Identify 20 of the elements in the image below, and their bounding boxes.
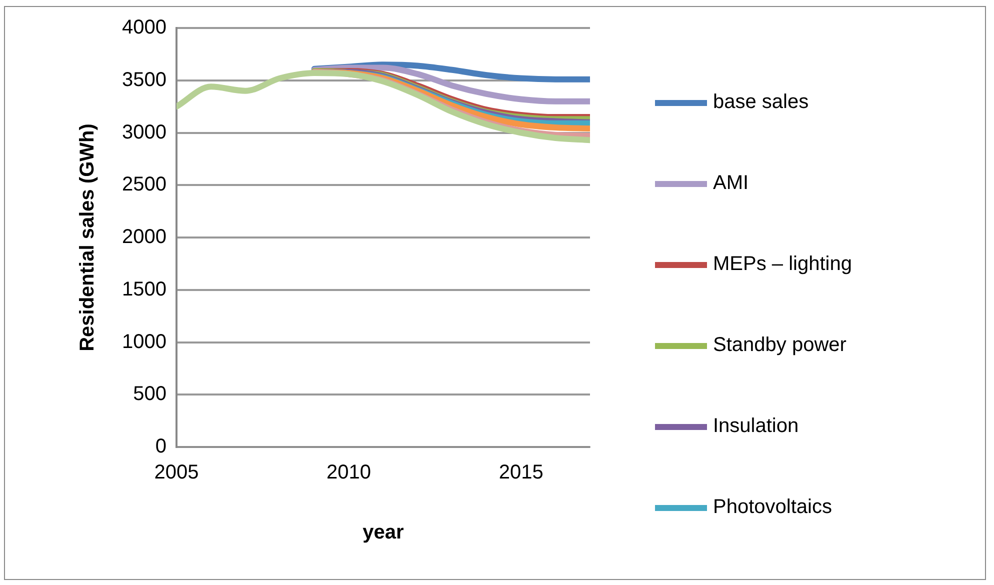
legend-label: Photovoltaics xyxy=(713,496,832,519)
legend-label: Standby power xyxy=(713,334,846,357)
x-tick-label: 2015 xyxy=(498,462,544,484)
legend-label: AMI xyxy=(713,172,749,195)
y-tick-label: 3000 xyxy=(122,121,166,144)
y-tick-label: 1000 xyxy=(122,330,166,353)
x-tick-label: 2010 xyxy=(326,462,372,484)
y-axis-title: Residential sales (GWh) xyxy=(76,124,99,352)
legend-label: Insulation xyxy=(713,415,799,438)
y-tick-label: 2500 xyxy=(122,174,166,196)
y-tick-label: 500 xyxy=(133,383,166,406)
x-tick-label: 2005 xyxy=(154,462,199,484)
x-axis-title: year xyxy=(362,522,404,544)
legend-label: MEPs – lighting xyxy=(713,253,852,276)
legend-label: base sales xyxy=(713,91,809,114)
y-tick-label: 1500 xyxy=(122,278,166,300)
y-tick-label: 0 xyxy=(155,436,166,458)
y-tick-label: 2000 xyxy=(122,226,166,248)
y-tick-label: 4000 xyxy=(122,16,166,39)
y-tick-label: 3500 xyxy=(122,68,166,91)
